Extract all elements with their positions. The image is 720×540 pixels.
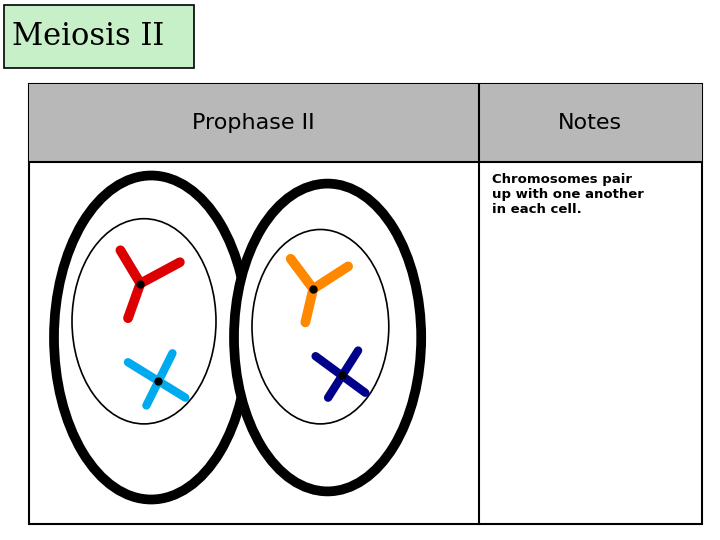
Text: Prophase II: Prophase II: [192, 113, 315, 133]
Text: Meiosis II: Meiosis II: [12, 21, 164, 52]
FancyBboxPatch shape: [4, 5, 194, 68]
FancyBboxPatch shape: [29, 84, 702, 162]
Ellipse shape: [72, 219, 216, 424]
Text: Notes: Notes: [558, 113, 623, 133]
FancyBboxPatch shape: [29, 84, 702, 524]
Ellipse shape: [54, 176, 248, 500]
Ellipse shape: [252, 230, 389, 424]
Ellipse shape: [234, 184, 421, 491]
Text: Chromosomes pair
up with one another
in each cell.: Chromosomes pair up with one another in …: [492, 173, 644, 216]
